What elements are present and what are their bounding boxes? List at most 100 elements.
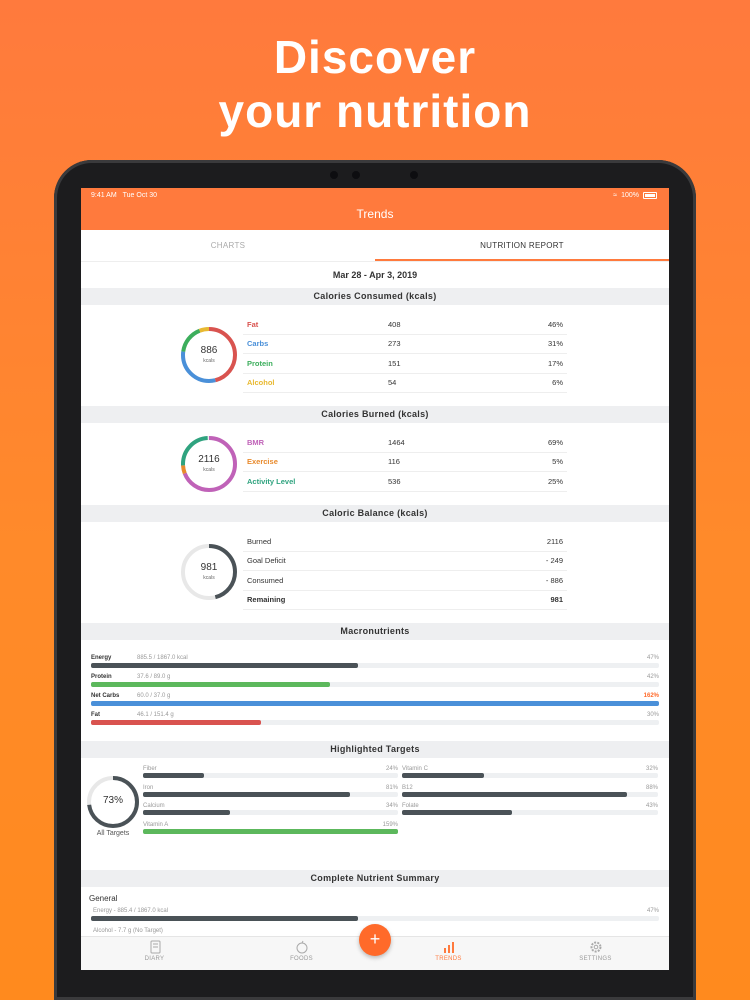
target-item[interactable]: Calcium 34% bbox=[143, 803, 398, 822]
target-item[interactable]: B12 88% bbox=[402, 785, 658, 804]
row-pct: 31% bbox=[547, 339, 563, 349]
macro-fill bbox=[91, 682, 330, 687]
macro-pct: 42% bbox=[646, 674, 659, 680]
tab-charts[interactable]: CHARTS bbox=[210, 241, 246, 250]
macro-name: Energy bbox=[91, 655, 112, 661]
table-row: Fat 408 46% bbox=[243, 315, 567, 335]
headline-line2: your nutrition bbox=[218, 85, 532, 137]
macro-amount: 885.5 / 1867.0 kcal bbox=[137, 655, 188, 661]
summary-row[interactable]: Energy - 885.4 / 1867.0 kcal 47% bbox=[91, 905, 659, 925]
tabbar-foods-label: FOODS bbox=[290, 956, 313, 962]
target-pct: 88% bbox=[645, 784, 658, 791]
headline: Discover your nutrition bbox=[0, 30, 750, 138]
tabbar-settings-label: SETTINGS bbox=[579, 956, 612, 962]
sensor-dot bbox=[330, 171, 338, 179]
target-fill bbox=[402, 773, 484, 778]
summary-name: Energy - 885.4 / 1867.0 kcal bbox=[93, 908, 169, 914]
row-pct: - 886 bbox=[545, 575, 563, 585]
ring-segment bbox=[181, 544, 237, 600]
add-button[interactable]: + bbox=[359, 924, 391, 956]
target-pct: 43% bbox=[645, 803, 658, 809]
consumed-unit: kcals bbox=[203, 358, 215, 364]
target-pct: 159% bbox=[382, 821, 398, 828]
row-label: Burned bbox=[247, 536, 272, 546]
summary-group-label: General bbox=[89, 894, 118, 903]
row-label: Activity Level bbox=[247, 476, 296, 486]
all-targets-ring[interactable]: 73% bbox=[87, 776, 139, 828]
table-row: Remaining 981 bbox=[243, 591, 567, 610]
balance-unit: kcals bbox=[203, 575, 215, 581]
row-label: Carbs bbox=[247, 339, 269, 349]
macro-track bbox=[91, 682, 659, 687]
tabbar-foods[interactable]: FOODS bbox=[228, 937, 375, 970]
target-name: B12 bbox=[402, 784, 413, 791]
macro-row[interactable]: Net Carbs 60.0 / 37.0 g 162% bbox=[91, 690, 659, 709]
target-pct: 34% bbox=[385, 803, 398, 809]
target-item[interactable]: Iron 81% bbox=[143, 785, 398, 804]
target-name: Folate bbox=[402, 803, 419, 809]
target-item[interactable]: Vitamin A 159% bbox=[143, 822, 398, 841]
target-fill bbox=[143, 773, 205, 778]
page-title: Trends bbox=[356, 207, 394, 221]
row-label: Protein bbox=[247, 358, 273, 368]
target-item[interactable]: Folate 43% bbox=[402, 803, 658, 822]
tab-nutrition-report[interactable]: NUTRITION REPORT bbox=[375, 230, 669, 261]
row-pct: 17% bbox=[547, 358, 563, 368]
table-row: Goal Deficit - 249 bbox=[243, 552, 567, 571]
summary-fill bbox=[91, 916, 358, 921]
consumed-table: Fat 408 46% Carbs 273 31% Protein 151 17% Alcohol… bbox=[243, 315, 567, 393]
row-label: Alcohol bbox=[247, 378, 275, 388]
target-track bbox=[402, 791, 658, 797]
date-range[interactable]: Mar 28 - Apr 3, 2019 bbox=[332, 270, 418, 280]
macro-track bbox=[91, 701, 659, 706]
row-pct: 6% bbox=[552, 378, 563, 388]
macro-row[interactable]: Energy 885.5 / 1867.0 kcal 47% bbox=[91, 652, 659, 671]
macro-name: Protein bbox=[91, 674, 112, 680]
battery-icon bbox=[643, 192, 657, 199]
status-clock: 9:41 AM bbox=[91, 192, 117, 199]
macro-pct: 162% bbox=[643, 693, 659, 699]
target-fill bbox=[402, 810, 513, 815]
target-item[interactable]: Fiber 24% bbox=[143, 766, 398, 785]
calories-consumed-block: 886 kcals Fat 408 46% Carbs 273 31% Protein 151… bbox=[81, 305, 669, 406]
macro-row[interactable]: Protein 37.6 / 89.0 g 42% bbox=[91, 671, 659, 690]
tabbar-diary[interactable]: DIARY bbox=[81, 937, 228, 970]
target-name: Vitamin A bbox=[143, 821, 169, 828]
macro-row[interactable]: Fat 46.1 / 151.4 g 30% bbox=[91, 709, 659, 728]
target-track bbox=[402, 810, 658, 815]
row-pct: 2116 bbox=[546, 536, 563, 546]
macro-fill bbox=[91, 720, 262, 725]
row-value: 1464 bbox=[388, 437, 405, 447]
ring-segment bbox=[181, 436, 237, 492]
tabbar-trends[interactable]: TRENDS bbox=[375, 937, 522, 970]
caloric-balance-block: 981 kcals Burned 2116 Goal Deficit - 249 Con… bbox=[81, 522, 669, 623]
target-pct: 24% bbox=[385, 766, 398, 772]
row-value: 408 bbox=[388, 319, 401, 329]
target-track bbox=[143, 828, 398, 834]
consumed-ring: 886 kcals bbox=[181, 327, 237, 383]
ring-segment bbox=[181, 436, 237, 492]
macro-name: Net Carbs bbox=[91, 693, 120, 699]
sensor-dot bbox=[410, 171, 418, 179]
tabbar-trends-label: TRENDS bbox=[435, 956, 462, 962]
row-label: Remaining bbox=[247, 595, 286, 605]
row-label: Consumed bbox=[247, 575, 284, 585]
gear-icon bbox=[590, 941, 601, 953]
table-row: Carbs 273 31% bbox=[243, 335, 567, 354]
target-track bbox=[143, 791, 398, 797]
table-row: Exercise 116 5% bbox=[243, 453, 567, 472]
summary-name: Alcohol - 7.7 g (No Target) bbox=[93, 928, 163, 934]
section-complete-summary: Complete Nutrient Summary bbox=[81, 870, 669, 887]
row-value: 54 bbox=[388, 378, 397, 388]
table-row: Alcohol 54 6% bbox=[243, 374, 567, 393]
target-track bbox=[143, 810, 398, 815]
table-row: Protein 151 17% bbox=[243, 354, 567, 374]
row-pct: 46% bbox=[547, 319, 563, 329]
section-calories-consumed: Calories Consumed (kcals) bbox=[81, 288, 669, 305]
balance-ring-chart bbox=[181, 544, 237, 600]
balance-table: Burned 2116 Goal Deficit - 249 Consumed - 886… bbox=[243, 532, 567, 610]
target-item[interactable]: Vitamin C 32% bbox=[402, 766, 658, 785]
tabbar-settings[interactable]: SETTINGS bbox=[522, 937, 669, 970]
burned-ring: 2116 kcals bbox=[181, 436, 237, 492]
status-date: Tue Oct 30 bbox=[122, 192, 158, 199]
